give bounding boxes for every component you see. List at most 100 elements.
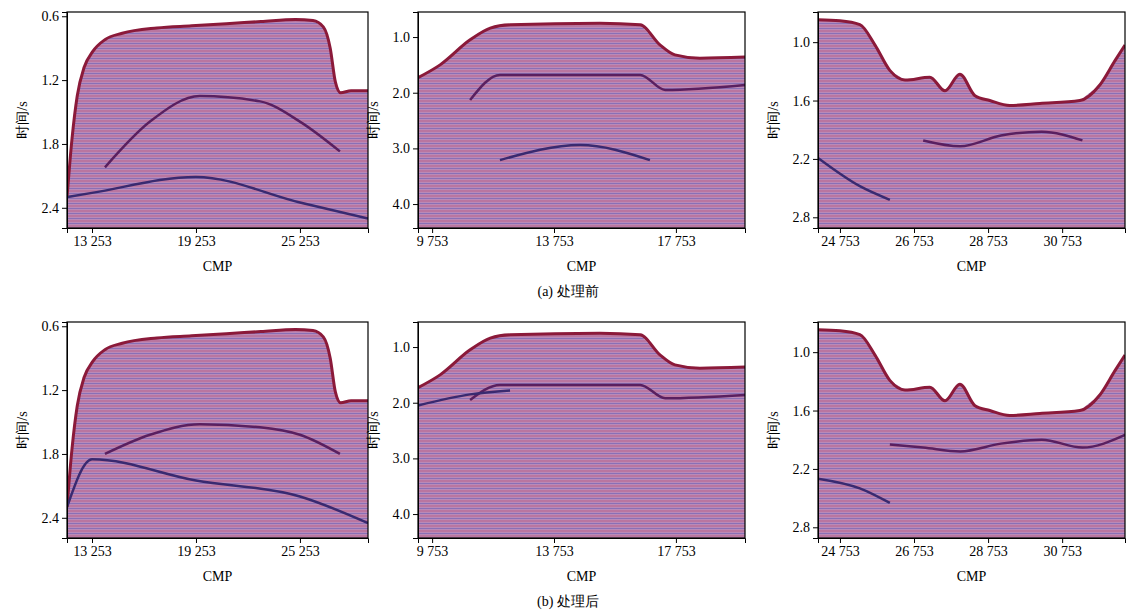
- x-tick-mark: [432, 538, 433, 543]
- section-fill: [418, 333, 745, 538]
- y-tick-label: 1.0: [393, 30, 411, 45]
- x-tick-mark: [432, 228, 433, 233]
- reflector: [818, 479, 890, 503]
- y-axis-title: 时间/s: [15, 101, 30, 138]
- x-tick: 9 753: [417, 538, 449, 559]
- seafloor: [818, 20, 1125, 106]
- x-tick-mark: [554, 228, 555, 233]
- y-axis-title: 时间/s: [766, 101, 781, 138]
- section-fill: [67, 329, 368, 538]
- y-tick: 0.6: [42, 9, 68, 24]
- x-tick-label: 19 253: [177, 234, 216, 249]
- seafloor: [67, 329, 368, 507]
- panel: 13 25319 25325 2530.61.21.82.4CMP时间/s: [15, 319, 369, 584]
- y-tick: 1.0: [793, 35, 819, 50]
- y-tick: 3.0: [393, 451, 419, 466]
- plot-frame: [67, 12, 368, 228]
- y-tick: 2.0: [393, 396, 419, 411]
- y-tick-mark: [813, 411, 818, 412]
- plot-area: [818, 20, 1125, 228]
- y-tick-mark: [62, 390, 67, 391]
- y-axis-title: 时间/s: [366, 411, 381, 448]
- y-axis-title: 时间/s: [15, 411, 30, 448]
- x-tick: 24 753: [821, 538, 860, 559]
- x-tick-label: 25 253: [281, 544, 320, 559]
- y-tick-label: 1.0: [793, 35, 811, 50]
- x-axis-line: [819, 229, 1126, 234]
- y-tick-mark: [813, 42, 818, 43]
- reflector: [890, 435, 1125, 452]
- x-tick-label: 17 753: [657, 544, 696, 559]
- y-tick: 2.4: [42, 511, 68, 526]
- x-tick-label: 13 753: [535, 544, 574, 559]
- seafloor: [67, 19, 368, 197]
- section-texture: [418, 333, 745, 538]
- plot-area: [67, 329, 368, 538]
- section-fill: [818, 330, 1125, 538]
- plot-background: [418, 322, 745, 538]
- x-axis-title: CMP: [203, 569, 233, 584]
- y-tick: 2.2: [793, 462, 819, 477]
- x-tick-mark: [988, 538, 989, 543]
- y-tick-mark: [62, 208, 67, 209]
- x-axis: 24 75326 75328 75330 753: [819, 538, 1126, 559]
- x-tick-mark: [676, 538, 677, 543]
- y-tick: 2.8: [793, 210, 819, 225]
- plot-frame: [418, 12, 745, 228]
- reflector: [67, 177, 368, 218]
- y-tick-mark: [62, 144, 67, 145]
- y-tick-label: 1.0: [393, 340, 411, 355]
- x-tick: 26 753: [895, 538, 934, 559]
- section-texture: [818, 330, 1125, 538]
- x-tick: 25 253: [281, 538, 320, 559]
- x-axis-line: [419, 539, 746, 544]
- x-tick-mark: [676, 228, 677, 233]
- x-tick-mark: [840, 228, 841, 233]
- y-tick-label: 1.8: [42, 137, 60, 152]
- y-tick-mark: [813, 159, 818, 160]
- x-tick: 13 753: [535, 228, 574, 249]
- x-tick: 19 253: [177, 538, 216, 559]
- x-tick: 9 753: [417, 228, 449, 249]
- y-tick-mark: [413, 204, 418, 205]
- x-tick-label: 26 753: [895, 234, 934, 249]
- x-tick-mark: [914, 538, 915, 543]
- y-tick: 1.0: [393, 340, 419, 355]
- y-tick-label: 0.6: [42, 9, 60, 24]
- y-axis-title: 时间/s: [766, 411, 781, 448]
- y-tick: 1.8: [42, 447, 68, 462]
- y-tick-label: 1.0: [793, 345, 811, 360]
- y-tick: 1.8: [42, 137, 68, 152]
- y-tick-label: 4.0: [393, 197, 411, 212]
- x-tick-mark: [840, 538, 841, 543]
- x-tick-label: 26 753: [895, 544, 934, 559]
- panel: 24 75326 75328 75330 7531.01.62.22.8CMP时…: [766, 12, 1126, 274]
- section-texture: [67, 19, 368, 228]
- y-tick: 3.0: [393, 141, 419, 156]
- y-tick: 2.0: [393, 86, 419, 101]
- plot-background: [418, 12, 745, 228]
- y-tick-label: 1.2: [42, 73, 60, 88]
- section-texture: [418, 23, 745, 228]
- y-tick: 1.2: [42, 383, 68, 398]
- y-tick-label: 1.6: [793, 94, 811, 109]
- x-tick-label: 30 753: [1043, 234, 1082, 249]
- y-tick: 2.2: [793, 152, 819, 167]
- y-tick: 1.6: [793, 94, 819, 109]
- x-tick: 28 753: [969, 228, 1008, 249]
- y-tick-label: 2.2: [793, 152, 811, 167]
- reflector: [67, 459, 368, 523]
- y-tick-mark: [813, 101, 818, 102]
- y-axis-title: 时间/s: [366, 101, 381, 138]
- x-tick-mark: [92, 228, 93, 233]
- x-axis-line: [68, 229, 369, 234]
- section-texture: [67, 329, 368, 538]
- x-tick-label: 25 253: [281, 234, 320, 249]
- x-tick: 30 753: [1043, 228, 1082, 249]
- plot-background: [818, 322, 1125, 538]
- y-tick-label: 1.8: [42, 447, 60, 462]
- x-tick-label: 19 253: [177, 544, 216, 559]
- reflector: [105, 96, 340, 167]
- caption: (b) 处理后: [537, 594, 599, 610]
- x-tick-mark: [196, 538, 197, 543]
